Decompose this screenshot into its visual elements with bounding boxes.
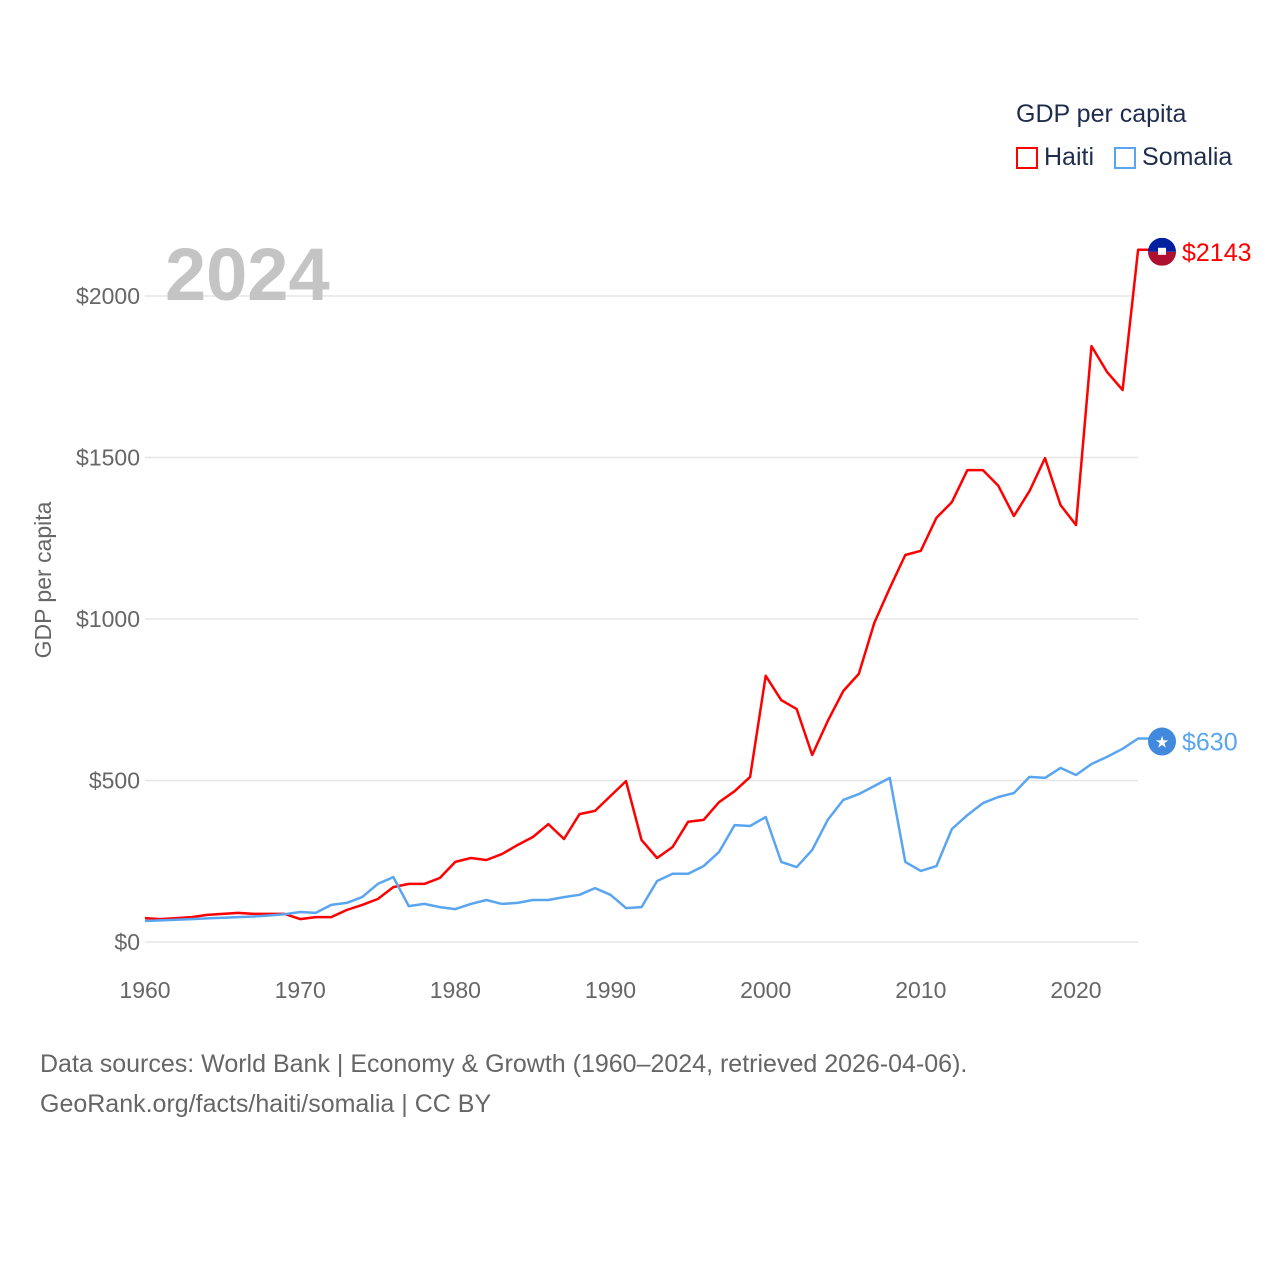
year-watermark: 2024 bbox=[165, 233, 330, 316]
svg-text:★: ★ bbox=[1155, 735, 1169, 752]
y-tick-label: $1000 bbox=[76, 606, 140, 632]
legend-item-haiti[interactable]: Haiti bbox=[1016, 143, 1094, 172]
x-tick-label: 1960 bbox=[119, 977, 170, 1003]
footer-link[interactable]: GeoRank.org/facts/haiti/somalia | CC BY bbox=[40, 1090, 492, 1118]
x-tick-label: 1970 bbox=[275, 977, 326, 1003]
x-tick-label: 2020 bbox=[1050, 977, 1101, 1003]
line-chart: $0 $500 $1000 $1500 $2000 1960 1970 1980 1990 200… bbox=[30, 233, 1252, 1003]
legend-item-somalia[interactable]: Somalia bbox=[1114, 143, 1232, 172]
y-tick-label: $0 bbox=[114, 929, 140, 955]
legend: Haiti Somalia bbox=[1016, 143, 1232, 172]
series-line-somalia bbox=[144, 737, 1150, 923]
x-tick-label: 2000 bbox=[740, 977, 791, 1003]
legend-swatch-haiti bbox=[1016, 146, 1038, 169]
haiti-flag-icon bbox=[1148, 237, 1176, 266]
somalia-flag-icon: ★ bbox=[1148, 727, 1176, 756]
legend-title: GDP per capita bbox=[1016, 100, 1187, 128]
series-line-haiti bbox=[144, 248, 1150, 921]
footer-sources: Data sources: World Bank | Economy & Gro… bbox=[40, 1050, 968, 1078]
y-tick-label: $1500 bbox=[76, 445, 140, 471]
end-value-label-somalia: $630 bbox=[1182, 729, 1238, 757]
x-tick-label: 1980 bbox=[430, 977, 481, 1003]
y-tick-label: $500 bbox=[89, 768, 140, 794]
legend-label-somalia: Somalia bbox=[1142, 143, 1233, 171]
legend-label-haiti: Haiti bbox=[1044, 143, 1095, 171]
x-tick-label: 1990 bbox=[585, 977, 636, 1003]
legend-swatch-somalia bbox=[1114, 146, 1137, 169]
y-axis-label: GDP per capita bbox=[30, 501, 56, 658]
end-value-label-haiti: $2143 bbox=[1182, 239, 1252, 267]
x-tick-label: 2010 bbox=[895, 977, 946, 1003]
y-tick-label: $2000 bbox=[76, 283, 140, 309]
footer: Data sources: World Bank | Economy & Gro… bbox=[40, 1044, 967, 1124]
